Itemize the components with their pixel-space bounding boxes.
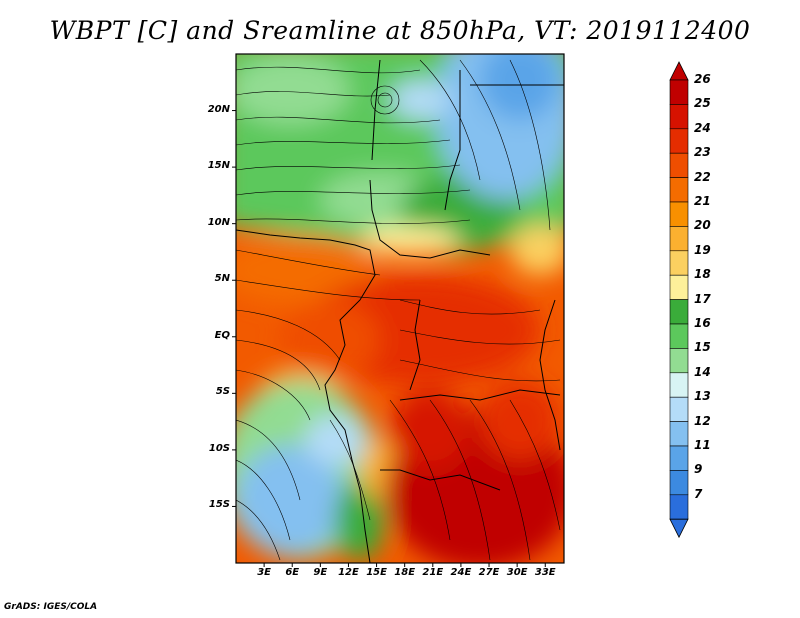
map-frame bbox=[235, 53, 565, 564]
latitude-label: 15S bbox=[208, 499, 230, 511]
longitude-label: 15E bbox=[366, 567, 387, 578]
colorbar-swatch bbox=[669, 396, 689, 422]
longitude-label: 24E bbox=[450, 567, 472, 578]
longitude-label: 6E bbox=[285, 567, 300, 578]
colorbar-swatch bbox=[669, 128, 689, 154]
colorbar-label: 13 bbox=[694, 389, 711, 404]
colorbar-swatch bbox=[669, 323, 689, 349]
longitude-label: 27E bbox=[478, 567, 500, 578]
colorbar-swatch bbox=[669, 104, 689, 130]
colorbar bbox=[669, 61, 689, 539]
colorbar-swatch bbox=[669, 348, 689, 374]
colorbar-label: 9 bbox=[694, 462, 703, 477]
colorbar-top-arrow bbox=[669, 61, 689, 81]
colorbar-label: 24 bbox=[694, 120, 711, 135]
grads-credit: GrADS: IGES/COLA bbox=[4, 602, 98, 612]
colorbar-label: 15 bbox=[694, 340, 711, 355]
longitude-ticks bbox=[263, 563, 546, 567]
colorbar-label: 14 bbox=[694, 364, 711, 379]
latitude-label: 15N bbox=[207, 160, 230, 172]
colorbar-label: 25 bbox=[694, 96, 711, 111]
colorbar-swatch bbox=[669, 445, 689, 471]
colorbar-label: 23 bbox=[694, 145, 711, 160]
coastlines-boundaries bbox=[236, 59, 564, 563]
colorbar-label: 17 bbox=[694, 291, 711, 306]
colorbar-label: 7 bbox=[694, 486, 703, 501]
colorbar-label: 19 bbox=[694, 242, 711, 257]
colorbar-swatch bbox=[669, 470, 689, 496]
colorbar-swatch bbox=[669, 421, 689, 447]
longitude-label: 18E bbox=[394, 567, 416, 578]
colorbar-label: 12 bbox=[694, 413, 711, 428]
colorbar-swatch bbox=[669, 226, 689, 252]
colorbar-swatch bbox=[669, 494, 689, 520]
latitude-label: 10S bbox=[208, 442, 230, 454]
latitude-label: 5S bbox=[215, 386, 230, 398]
colorbar-label: 18 bbox=[694, 267, 711, 282]
longitude-label: 33E bbox=[534, 567, 556, 578]
colorbar-label: 21 bbox=[694, 194, 711, 208]
latitude-label: 20N bbox=[207, 103, 230, 115]
longitude-label: 12E bbox=[338, 567, 359, 578]
longitude-label: 9E bbox=[313, 567, 328, 578]
colorbar-swatch bbox=[669, 177, 689, 203]
colorbar-swatch bbox=[669, 372, 689, 398]
colorbar-label: 11 bbox=[694, 438, 711, 452]
colorbar-swatch bbox=[669, 250, 689, 276]
longitude-label: 21E bbox=[422, 567, 444, 578]
latitude-label: 10N bbox=[207, 216, 230, 228]
colorbar-swatch bbox=[669, 201, 689, 227]
latitude-label: 5N bbox=[214, 273, 230, 285]
colorbar-label: 20 bbox=[694, 218, 711, 233]
map-title: WBPT [C] and Sreamline at 850hPa, VT: 20… bbox=[49, 16, 751, 45]
colorbar-swatch bbox=[669, 299, 689, 325]
wbpt-shaded-field bbox=[236, 54, 564, 563]
colorbar-swatch bbox=[669, 79, 689, 105]
latitude-ticks bbox=[232, 110, 236, 507]
colorbar-label: 22 bbox=[694, 169, 711, 184]
latitude-label: EQ bbox=[214, 329, 230, 341]
colorbar-bottom-arrow bbox=[669, 518, 689, 539]
colorbar-swatch bbox=[669, 152, 689, 178]
colorbar-swatch bbox=[669, 274, 689, 300]
longitude-label: 30E bbox=[506, 567, 528, 578]
longitude-label: 3E bbox=[257, 567, 271, 578]
colorbar-label: 26 bbox=[694, 72, 711, 86]
colorbar-label: 16 bbox=[694, 316, 711, 330]
